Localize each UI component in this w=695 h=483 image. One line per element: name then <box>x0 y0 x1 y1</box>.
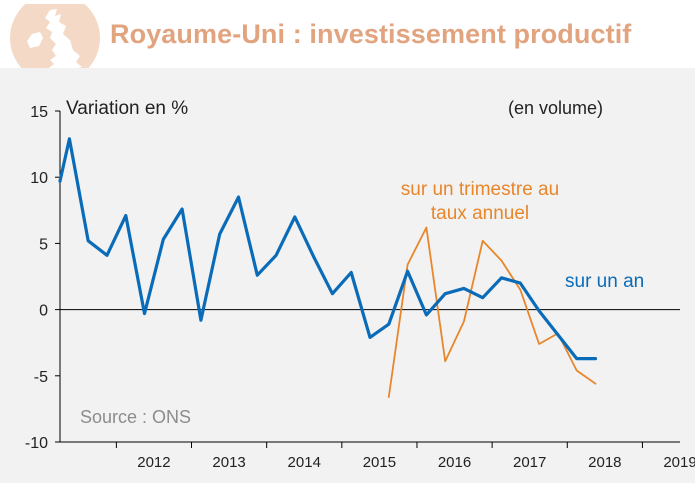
y-tick-label: 0 <box>39 303 48 320</box>
series-label-quarterly-line1: sur un trimestre au <box>401 179 559 200</box>
x-tick-label: 2018 <box>588 454 621 471</box>
uk-map-icon <box>10 4 100 83</box>
series-line-quarterly <box>387 226 597 398</box>
y-tick-label: 15 <box>30 104 48 121</box>
y-tick-label: -10 <box>25 435 48 452</box>
x-tick-label: 2012 <box>137 454 170 471</box>
chart-panel: 15 10 5 0 -5 -10 2012 2013 2014 2015 2016 2017 2018 2… <box>0 68 695 483</box>
series-label-quarterly-line2: taux annuel <box>431 203 529 224</box>
x-tick-label: 2013 <box>212 454 245 471</box>
unit-note: (en volume) <box>508 98 603 118</box>
x-tick-label: 2017 <box>513 454 546 471</box>
line-chart: 15 10 5 0 -5 -10 2012 2013 2014 2015 2016 2017 2018 2… <box>25 98 695 471</box>
y-axis-label: Variation en % <box>66 98 188 119</box>
y-tick-label: 10 <box>30 170 48 187</box>
y-tick-label: -5 <box>34 369 48 386</box>
series-line-annual <box>58 137 598 361</box>
x-tick-label: 2019 <box>663 454 695 471</box>
chart-header: Royaume-Uni : investissement productif <box>0 0 695 83</box>
x-tick-label: 2015 <box>363 454 396 471</box>
x-tick-label: 2016 <box>438 454 471 471</box>
y-tick-label: 5 <box>39 236 48 253</box>
chart-title: Royaume-Uni : investissement productif <box>110 19 632 49</box>
source-note: Source : ONS <box>80 407 191 427</box>
series-label-annual: sur un an <box>565 271 644 292</box>
x-tick-label: 2014 <box>288 454 321 471</box>
